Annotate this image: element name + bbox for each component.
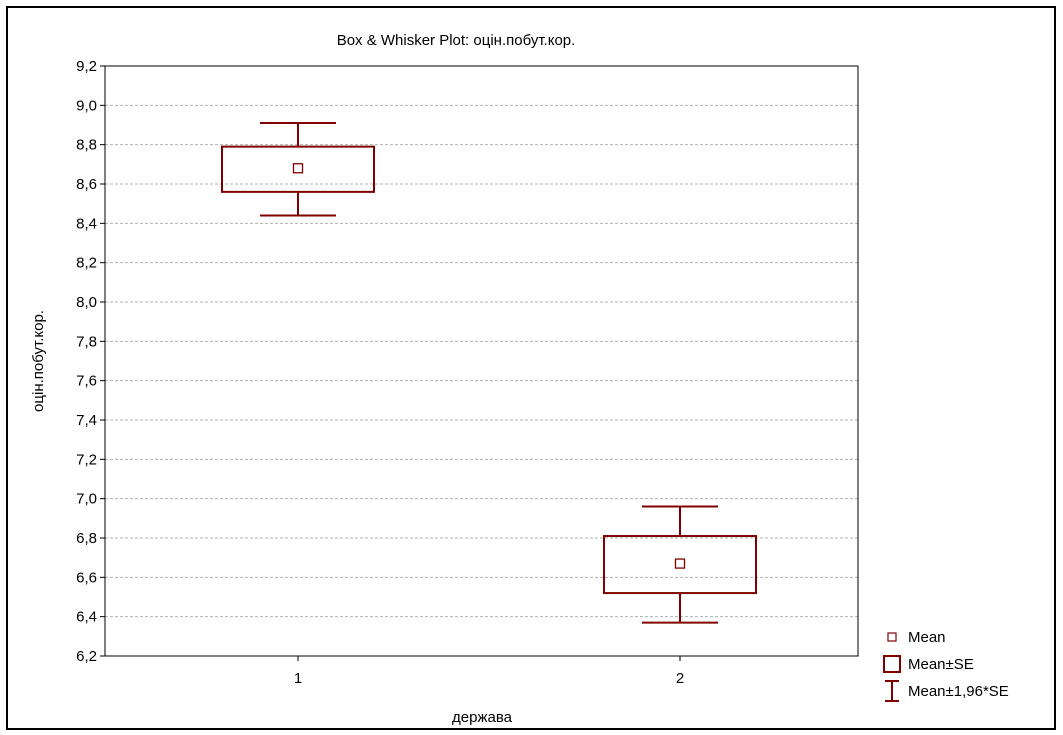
y-tick-label: 8,0 xyxy=(76,294,97,311)
legend: Mean Mean±SE Mean±1,96*SE xyxy=(883,629,1009,702)
legend-mean-symbol xyxy=(887,632,897,642)
y-tick-label: 6,8 xyxy=(76,530,97,547)
y-tick-label: 9,2 xyxy=(76,58,97,75)
chart-title: Box & Whisker Plot: оцін.побут.кор. xyxy=(337,32,576,49)
chart-frame xyxy=(6,6,1056,730)
y-axis: 6,2 6,4 6,6 6,8 7,0 7,2 7,4 7,6 7,8 8,0 8,2 8,4 8,6 8… xyxy=(76,58,105,665)
mean-marker xyxy=(674,558,686,569)
y-axis-label: оцін.побут.кор. xyxy=(30,310,47,412)
plot-area xyxy=(104,65,859,657)
legend-label: Mean xyxy=(908,629,946,646)
y-tick-label: 8,8 xyxy=(76,137,97,154)
legend-label: Mean±1,96*SE xyxy=(908,683,1009,700)
legend-label: Mean±SE xyxy=(908,656,974,673)
box-group-2 xyxy=(603,505,757,624)
y-tick-label: 6,4 xyxy=(76,609,97,626)
y-tick-label: 9,0 xyxy=(76,97,97,114)
x-tick-label: 1 xyxy=(294,670,302,687)
box-group-1 xyxy=(221,122,375,217)
x-axis-label: держава xyxy=(452,709,513,726)
y-tick-label: 6,6 xyxy=(76,569,97,586)
se-box xyxy=(603,535,757,595)
y-tick-label: 8,4 xyxy=(76,215,97,232)
y-tick-label: 8,2 xyxy=(76,255,97,272)
y-tick-label: 6,2 xyxy=(76,648,97,665)
box-series xyxy=(221,122,757,624)
mean-marker xyxy=(292,163,304,174)
se-box xyxy=(221,145,375,193)
y-tick-label: 7,8 xyxy=(76,333,97,350)
y-tick-label: 7,0 xyxy=(76,491,97,508)
gridlines xyxy=(105,104,858,618)
y-tick-label: 7,4 xyxy=(76,412,97,429)
y-tick-label: 7,2 xyxy=(76,451,97,468)
x-tick-label: 2 xyxy=(676,670,684,687)
y-tick-label: 8,6 xyxy=(76,176,97,193)
y-tick-label: 7,6 xyxy=(76,373,97,390)
legend-se-symbol xyxy=(883,655,901,673)
